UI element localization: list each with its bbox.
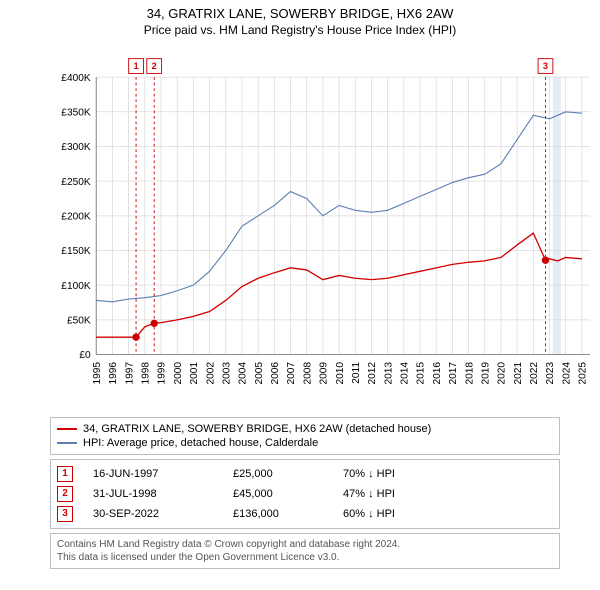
legend-swatch	[57, 428, 77, 430]
xtick-label: 1998	[140, 361, 151, 384]
event-row: 2 31-JUL-1998 £45,000 47% ↓ HPI	[57, 484, 553, 504]
xtick-label: 2007	[286, 361, 297, 384]
event-row-badge: 1	[57, 466, 73, 482]
footnote-line1: Contains HM Land Registry data © Crown c…	[57, 538, 553, 551]
xtick-label: 2016	[432, 361, 443, 384]
legend-swatch	[57, 442, 77, 444]
xtick-label: 2011	[351, 361, 362, 383]
ytick-label: £150K	[61, 246, 91, 257]
legend-label: 34, GRATRIX LANE, SOWERBY BRIDGE, HX6 2A…	[83, 423, 431, 435]
xtick-label: 2000	[173, 361, 184, 384]
event-badge-num: 3	[543, 61, 548, 71]
ytick-label: £300K	[61, 142, 91, 153]
event-date: 16-JUN-1997	[93, 468, 213, 480]
xtick-label: 1995	[92, 361, 103, 384]
chart-plot-area: £0 £50K £100K £150K £200K £250K £300K £350K £400…	[50, 41, 590, 411]
event-row: 1 16-JUN-1997 £25,000 70% ↓ HPI	[57, 464, 553, 484]
event-row-badge: 3	[57, 506, 73, 522]
xtick-label: 2018	[464, 361, 475, 384]
legend-row: HPI: Average price, detached house, Cald…	[57, 436, 553, 450]
xtick-label: 2021	[513, 361, 524, 384]
xtick-label: 2019	[480, 361, 491, 384]
xtick-label: 2004	[238, 361, 249, 384]
xtick-label: 2001	[189, 361, 200, 384]
event-badge-num: 1	[133, 61, 138, 71]
xtick-label: 2005	[254, 361, 265, 384]
chart-svg: £0 £50K £100K £150K £200K £250K £300K £350K £400…	[50, 41, 590, 411]
ytick-label: £250K	[61, 177, 91, 188]
xtick-label: 2008	[302, 361, 313, 384]
xtick-label: 2015	[416, 361, 427, 384]
chart-container: { "title": "34, GRATRIX LANE, SOWERBY BR…	[0, 0, 600, 590]
event-delta: 47% ↓ HPI	[343, 488, 443, 500]
xtick-label: 2020	[497, 361, 508, 384]
event-row-badge: 2	[57, 486, 73, 502]
xtick-label: 2006	[270, 361, 281, 384]
xtick-label: 2014	[400, 361, 411, 384]
xtick-label: 2017	[448, 361, 459, 384]
event-delta: 70% ↓ HPI	[343, 468, 443, 480]
ytick-label: £50K	[67, 315, 91, 326]
xtick-label: 1997	[124, 361, 135, 384]
xtick-label: 1999	[157, 361, 168, 384]
xtick-label: 2010	[335, 361, 346, 384]
legend-row: 34, GRATRIX LANE, SOWERBY BRIDGE, HX6 2A…	[57, 422, 553, 436]
xtick-label: 1996	[108, 361, 119, 384]
event-price: £136,000	[233, 508, 323, 520]
xtick-label: 2024	[561, 361, 572, 384]
footnote-line2: This data is licensed under the Open Gov…	[57, 551, 553, 564]
chart-subtitle: Price paid vs. HM Land Registry's House …	[0, 23, 600, 41]
event-price: £25,000	[233, 468, 323, 480]
ytick-label: £400K	[61, 73, 91, 84]
xtick-label: 2013	[383, 361, 394, 384]
ytick-label: £350K	[61, 107, 91, 118]
legend-label: HPI: Average price, detached house, Cald…	[83, 437, 318, 449]
ytick-label: £200K	[61, 211, 91, 222]
xtick-label: 2022	[529, 361, 540, 384]
ytick-label: £100K	[61, 281, 91, 292]
event-date: 30-SEP-2022	[93, 508, 213, 520]
event-delta: 60% ↓ HPI	[343, 508, 443, 520]
xtick-label: 2003	[221, 361, 232, 384]
legend: 34, GRATRIX LANE, SOWERBY BRIDGE, HX6 2A…	[50, 417, 560, 455]
xtick-label: 2009	[319, 361, 330, 384]
event-price: £45,000	[233, 488, 323, 500]
xtick-label: 2023	[545, 361, 556, 384]
chart-title: 34, GRATRIX LANE, SOWERBY BRIDGE, HX6 2A…	[0, 0, 600, 23]
event-badge-num: 2	[152, 61, 157, 71]
xtick-label: 2002	[205, 361, 216, 384]
events-table: 1 16-JUN-1997 £25,000 70% ↓ HPI 2 31-JUL-1998…	[50, 459, 560, 529]
event-row: 3 30-SEP-2022 £136,000 60% ↓ HPI	[57, 504, 553, 524]
xtick-label: 2025	[578, 361, 589, 384]
xtick-label: 2012	[367, 361, 378, 384]
ytick-label: £0	[79, 350, 91, 361]
footnote: Contains HM Land Registry data © Crown c…	[50, 533, 560, 569]
event-date: 31-JUL-1998	[93, 488, 213, 500]
